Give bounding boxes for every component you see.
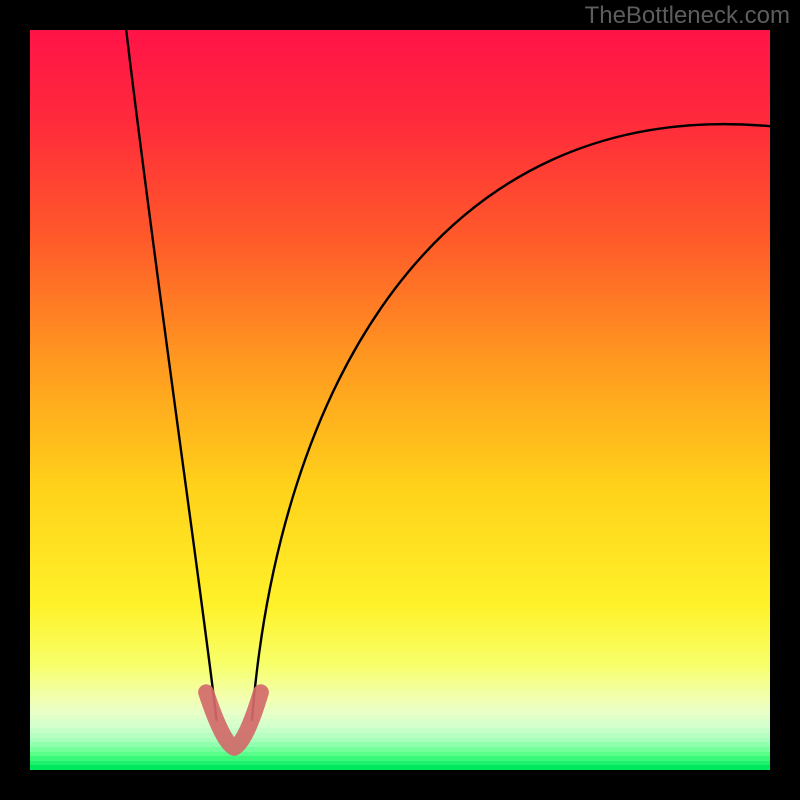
chart-plot-area [30, 30, 770, 770]
u-marker [206, 692, 261, 748]
attribution-label: TheBottleneck.com [585, 2, 790, 30]
chart-overlay-svg [30, 30, 770, 770]
right-curve [252, 124, 770, 720]
left-curve [126, 30, 216, 720]
